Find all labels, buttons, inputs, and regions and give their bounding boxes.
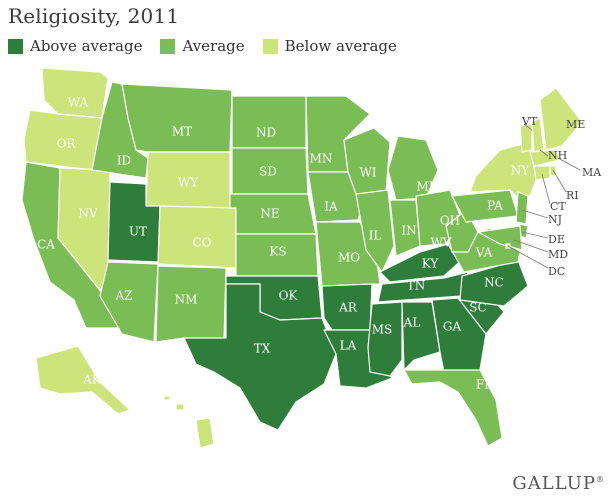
leader-line	[557, 157, 581, 171]
state-label-ms: MS	[372, 323, 393, 337]
state-label-ca: CA	[37, 238, 55, 252]
state-label-id: ID	[117, 154, 131, 168]
state-label-mt: MT	[172, 125, 192, 139]
state-label-tn: TN	[407, 279, 426, 293]
legend-swatch-average	[160, 38, 176, 54]
state-label-vt: VT	[521, 115, 538, 128]
state-label-wy: WY	[178, 176, 199, 190]
state-label-mn: MN	[310, 152, 333, 166]
state-label-de: DE	[548, 233, 565, 246]
state-me	[539, 87, 583, 151]
leader-line	[523, 123, 533, 131]
state-label-al: AL	[403, 316, 421, 330]
state-label-ak: AK	[82, 373, 102, 387]
leader-line	[541, 173, 551, 205]
state-label-ok: OK	[279, 289, 299, 303]
state-md	[477, 225, 523, 251]
state-label-wa: WA	[68, 96, 89, 110]
map-legend: Above average Average Below average	[8, 37, 415, 55]
state-label-mi: MI	[416, 180, 433, 194]
state-label-nd: ND	[256, 126, 276, 140]
state-ak	[35, 345, 131, 415]
leader-line	[521, 209, 549, 219]
state-fl	[403, 369, 503, 447]
state-label-hi: HI	[173, 427, 188, 441]
brand-name: GALLUP	[512, 473, 596, 494]
state-label-or: OR	[57, 137, 77, 151]
state-label-il: IL	[369, 229, 382, 243]
map-title: Religiosity, 2011	[8, 4, 180, 28]
legend-swatch-above	[8, 38, 23, 54]
state-label-ut: UT	[129, 225, 147, 239]
state-label-ma: MA	[582, 166, 602, 179]
state-label-fl: FL	[476, 378, 492, 392]
state-label-sc: SC	[469, 301, 486, 315]
state-label-ct: CT	[550, 200, 566, 213]
legend-item-average: Average	[160, 37, 245, 55]
brand-mark: ®	[596, 475, 605, 484]
state-label-ks: KS	[269, 245, 286, 259]
legend-label-average: Average	[182, 37, 245, 55]
state-ms	[367, 301, 403, 377]
state-al	[401, 301, 441, 371]
state-mt	[121, 83, 233, 153]
state-label-nj: NJ	[548, 213, 562, 226]
state-label-oh: OH	[440, 214, 460, 228]
state-tx	[183, 283, 337, 431]
state-label-la: LA	[340, 339, 357, 353]
state-label-ga: GA	[443, 320, 462, 334]
state-label-me: ME	[566, 118, 585, 131]
state-az	[99, 261, 159, 343]
state-label-co: CO	[192, 236, 211, 250]
state-nj	[515, 191, 529, 225]
state-label-ia: IA	[324, 200, 338, 214]
state-label-in: IN	[401, 224, 416, 238]
state-label-mo: MO	[338, 251, 360, 265]
state-label-ar: AR	[338, 301, 358, 315]
state-label-wi: WI	[359, 166, 376, 180]
state-label-wv: WV	[431, 236, 452, 250]
state-hi	[163, 395, 215, 449]
state-nh	[531, 117, 545, 153]
legend-item-below: Below average	[262, 37, 397, 55]
leader-line	[552, 169, 567, 193]
state-ri	[549, 165, 557, 177]
state-il	[355, 189, 395, 273]
state-label-ri: RI	[566, 189, 579, 202]
state-vt	[519, 123, 533, 153]
state-label-ny: NY	[511, 164, 531, 178]
state-ma	[529, 149, 561, 167]
state-ny	[469, 141, 537, 197]
state-label-nm: NM	[175, 293, 198, 307]
legend-label-below: Below average	[284, 37, 397, 55]
state-label-nh: NH	[548, 149, 567, 162]
state-label-nc: NC	[484, 276, 504, 290]
leader-line	[507, 245, 549, 269]
leader-line	[521, 231, 549, 239]
state-label-ne: NE	[260, 207, 279, 221]
legend-swatch-below	[262, 38, 278, 54]
state-label-va: VA	[475, 246, 493, 260]
state-label-tx: TX	[254, 342, 271, 356]
state-label-sd: SD	[259, 165, 277, 179]
legend-label-above: Above average	[30, 37, 143, 55]
state-nd	[231, 95, 307, 149]
leader-line	[513, 239, 549, 253]
state-wa	[41, 67, 109, 119]
leader-line	[539, 149, 549, 157]
legend-item-above: Above average	[8, 37, 142, 55]
state-label-az: AZ	[114, 289, 132, 303]
state-label-dc: DC	[548, 265, 565, 278]
state-label-md: MD	[548, 248, 568, 261]
state-ct	[533, 165, 551, 181]
state-label-nv: NV	[78, 207, 98, 221]
state-label-pa: PA	[487, 199, 503, 213]
state-label-ky: KY	[422, 257, 440, 271]
gallup-logo: GALLUP®	[512, 473, 605, 494]
